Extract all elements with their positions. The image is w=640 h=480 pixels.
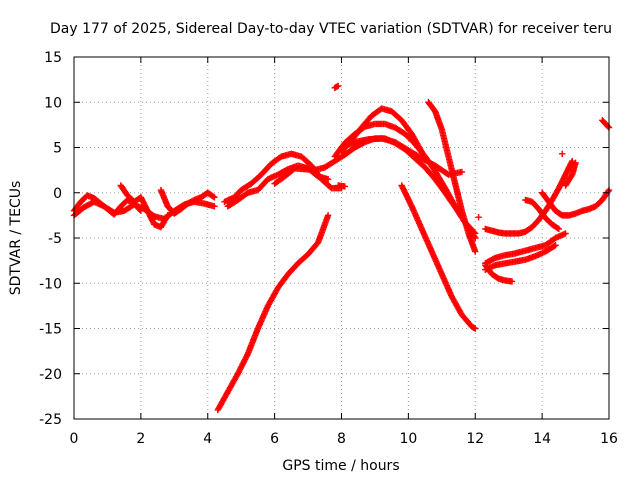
point-track-s <box>604 188 612 195</box>
point-track-k <box>238 362 246 369</box>
x-tick-label: 12 <box>466 431 484 447</box>
point-track-n <box>569 157 576 165</box>
point-track-h <box>472 230 479 237</box>
point-track-x <box>475 213 482 221</box>
point-track-k <box>241 356 249 363</box>
x-tick-label: 6 <box>270 431 279 447</box>
x-tick-label: 16 <box>600 431 618 447</box>
x-axis-label: GPS time / hours <box>282 458 399 474</box>
point-track-k <box>234 370 242 377</box>
y-axis-label: SDTVAR / TECUs <box>8 181 24 296</box>
point-track-v <box>334 82 342 90</box>
point-track-k <box>236 367 243 375</box>
y-tick-label: 15 <box>44 50 62 66</box>
point-track-r <box>554 224 561 232</box>
grid <box>74 57 609 419</box>
x-tick-label: 2 <box>136 431 145 447</box>
point-track-k <box>324 212 332 219</box>
y-tick-label: -15 <box>39 322 62 338</box>
y-tick-labels: -25 -20 -15 -10 -5 0 5 10 15 <box>39 50 62 428</box>
point-track-u <box>558 150 566 158</box>
y-tick-label: -20 <box>39 367 62 383</box>
point-track-t <box>604 123 612 130</box>
point-track-d <box>211 194 218 201</box>
x-tick-label: 4 <box>203 431 212 447</box>
x-tick-label: 0 <box>70 431 79 447</box>
x-tick-label: 8 <box>337 431 346 447</box>
point-track-b <box>136 206 144 214</box>
point-track-c <box>163 213 171 220</box>
point-track-k <box>240 359 247 366</box>
chart-title: Day 177 of 2025, Sidereal Day-to-day VTE… <box>50 21 612 37</box>
point-track-b <box>137 207 145 215</box>
point-track-l <box>472 325 479 332</box>
point-track-i <box>417 147 425 154</box>
y-tick-label: -25 <box>39 412 62 428</box>
point-track-h <box>471 229 478 236</box>
point-track-k <box>235 369 242 376</box>
axis-ticks <box>73 56 610 420</box>
point-track-k <box>243 353 250 360</box>
point-track-o <box>562 230 569 237</box>
point-track-r <box>555 225 563 233</box>
x-tick-label: 10 <box>399 431 417 447</box>
point-track-m <box>472 248 479 255</box>
point-track-q <box>508 278 516 285</box>
y-tick-label: -5 <box>48 231 62 247</box>
point-track-k <box>237 364 244 372</box>
y-tick-label: 10 <box>44 95 62 111</box>
y-tick-label: 0 <box>53 186 62 202</box>
point-track-p <box>551 242 558 250</box>
point-track-i <box>418 148 425 156</box>
x-tick-label: 14 <box>533 431 551 447</box>
point-track-d <box>210 193 217 200</box>
point-track-y <box>572 159 579 167</box>
point-track-e <box>324 175 332 183</box>
data-points <box>70 82 613 414</box>
point-track-p <box>552 242 559 249</box>
point-track-j <box>458 168 466 176</box>
x-tick-labels: 0 2 4 6 8 10 12 14 16 <box>70 431 618 447</box>
point-track-w <box>341 183 349 190</box>
point-track-c <box>164 212 171 219</box>
y-tick-label: 5 <box>53 141 62 157</box>
y-tick-label: -10 <box>39 276 62 292</box>
point-track-a <box>211 203 218 210</box>
